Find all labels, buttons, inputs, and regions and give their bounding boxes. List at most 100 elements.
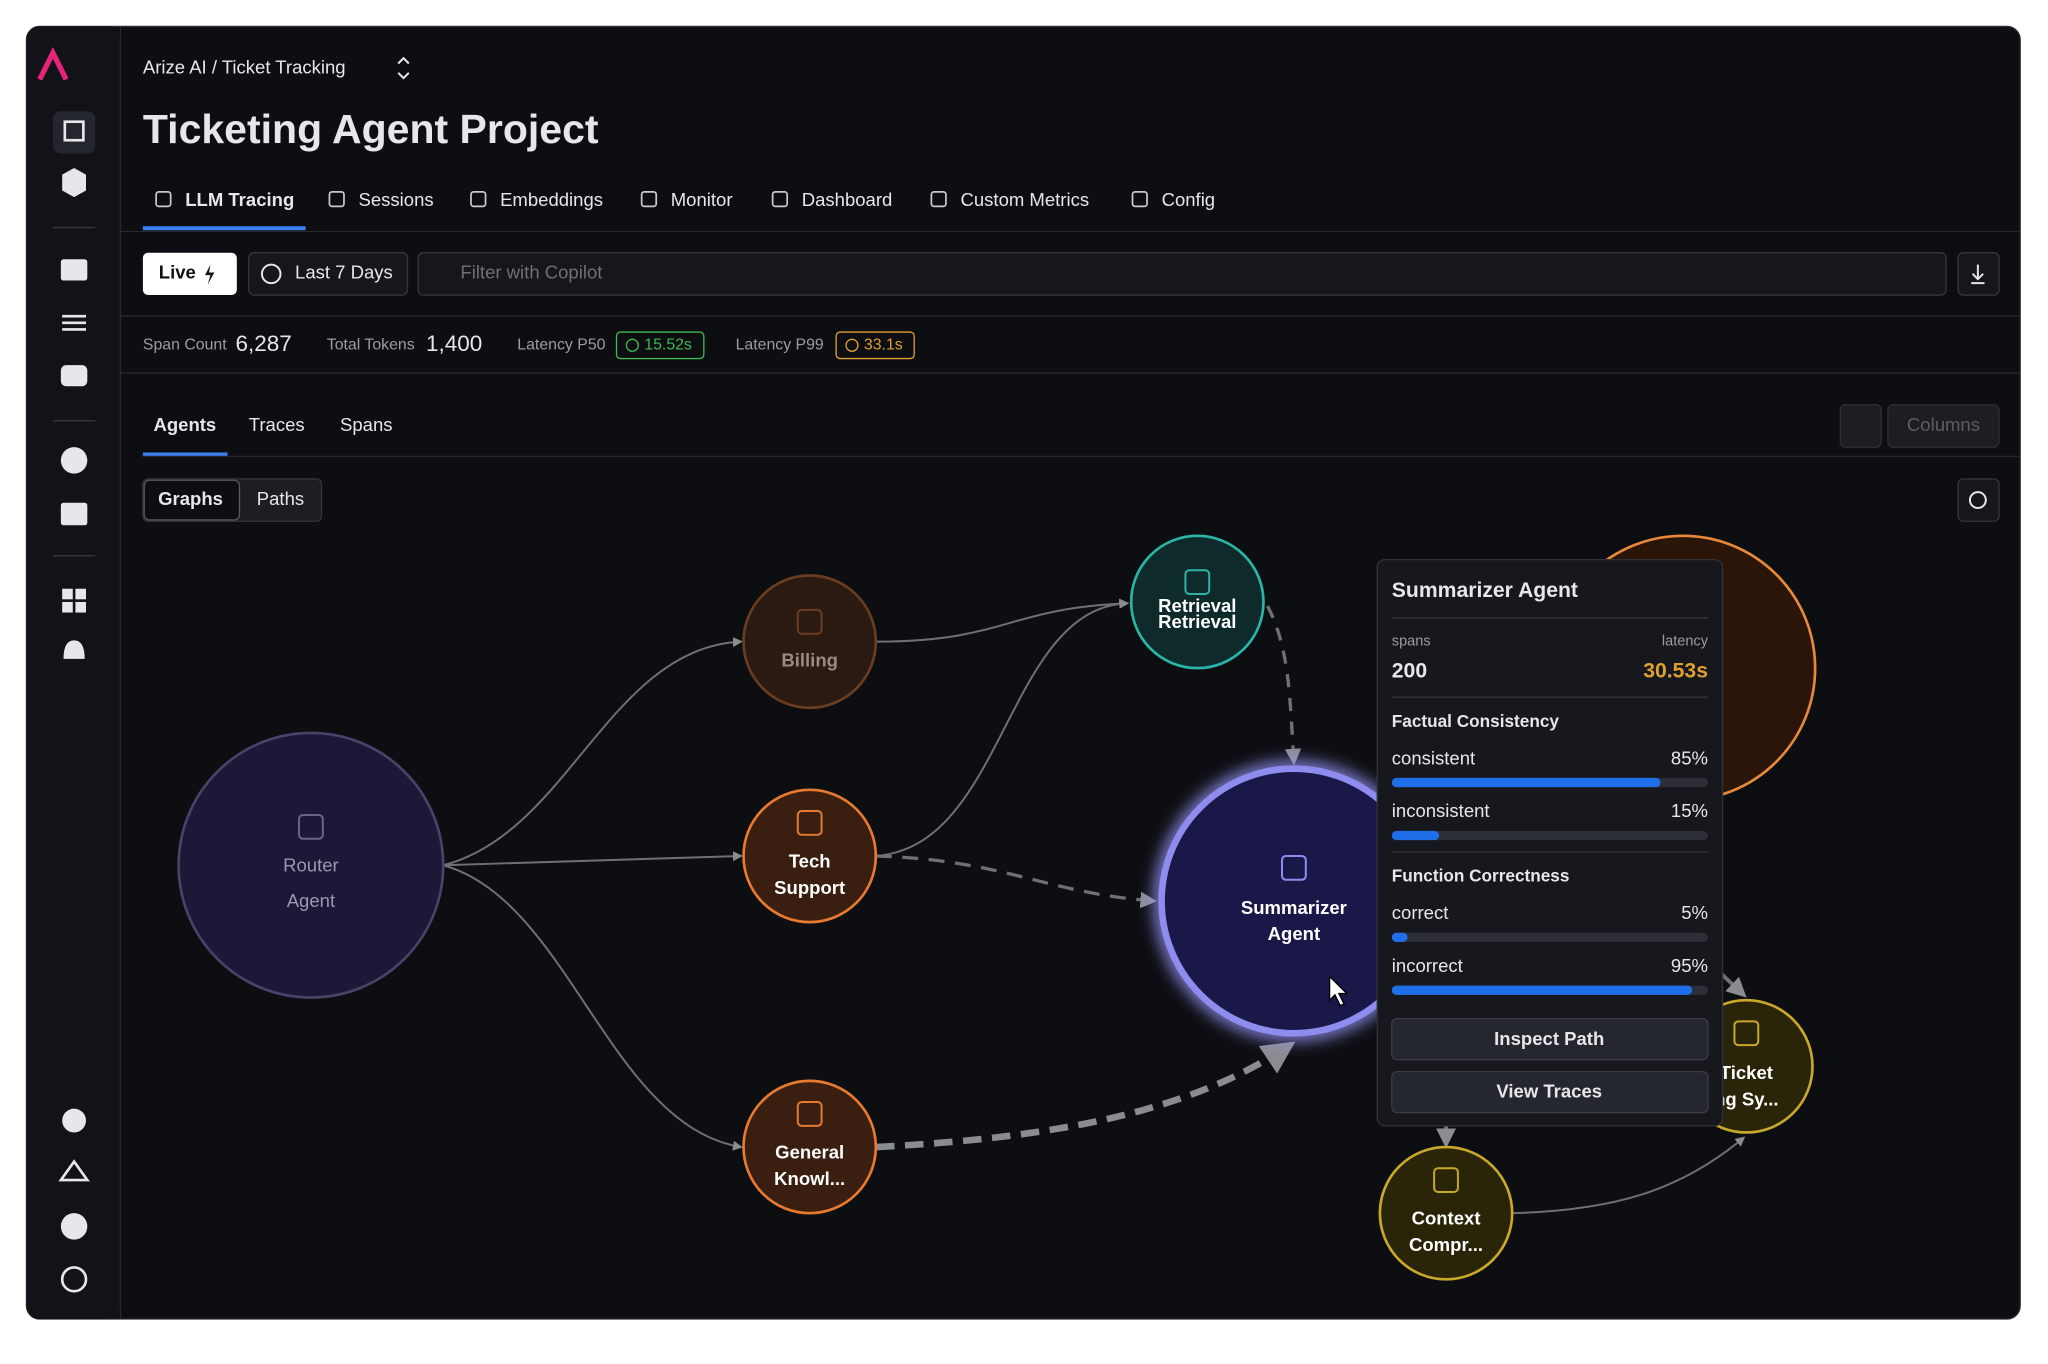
metric-value: 85% (1671, 747, 1708, 768)
paths-toggle[interactable]: Paths (257, 488, 304, 509)
stat-value: 1,400 (426, 331, 482, 356)
latency-badge (615, 331, 705, 360)
tab-icon (1131, 190, 1148, 208)
node-label[interactable]: Summarizer (1241, 897, 1347, 918)
node-label[interactable]: Support (774, 877, 845, 898)
node-icon (298, 813, 324, 840)
metric-value: 5% (1681, 902, 1708, 923)
cursor (1328, 974, 1349, 1007)
stat-label: Span Count (143, 336, 227, 353)
columns-label[interactable]: Columns (1907, 414, 1980, 435)
tab[interactable]: Embeddings (500, 189, 603, 210)
section-title: Factual Consistency (1392, 711, 1560, 731)
node-label[interactable]: Knowl... (774, 1168, 845, 1189)
filter-input[interactable] (417, 252, 1947, 296)
node-label[interactable]: Retrieval (1158, 595, 1236, 616)
node-label[interactable]: Billing (781, 649, 838, 670)
stat-value: 15.52s (644, 336, 692, 353)
spans-value: 200 (1392, 660, 1427, 683)
metric-value: 15% (1671, 800, 1708, 821)
latency-badge (835, 331, 915, 360)
graph-node[interactable] (1378, 1145, 1514, 1281)
stat-label: Latency P99 (736, 336, 824, 353)
graph-edges (442, 598, 1747, 1215)
page-title: Ticketing Agent Project (143, 106, 599, 152)
node-icon (796, 608, 823, 635)
metric-track (1391, 932, 1708, 942)
active-tab-indicator (142, 226, 306, 231)
tab[interactable]: LLM Tracing (185, 189, 294, 210)
node-icon (1733, 1020, 1760, 1047)
metric-name: incorrect (1392, 955, 1464, 976)
node-label[interactable]: Ticket (1720, 1062, 1773, 1083)
node-label[interactable]: Agent (287, 890, 336, 911)
node-icon (1433, 1167, 1459, 1194)
range-label[interactable]: Last 7 Days (295, 262, 393, 283)
node-label[interactable]: ng Sy... (1714, 1089, 1778, 1110)
node-icon (1280, 854, 1307, 881)
graph-node[interactable] (177, 731, 445, 999)
tooltip-button-label[interactable]: View Traces (1496, 1081, 1602, 1102)
sidebar (26, 26, 121, 1320)
latency-label: latency (1662, 633, 1709, 649)
subtab[interactable]: Agents (153, 414, 216, 435)
tab-icon (328, 190, 345, 208)
sidebar-icons[interactable] (52, 111, 96, 1293)
node-label[interactable]: Agent (1268, 923, 1320, 944)
tab[interactable]: Monitor (671, 189, 733, 210)
tooltip (1376, 558, 1724, 1127)
tab-icon (155, 190, 172, 208)
collapse-button[interactable] (1839, 404, 1882, 448)
tooltip-title: Summarizer Agent (1392, 579, 1578, 602)
metric-name: inconsistent (1392, 800, 1491, 821)
stat-label: Latency P50 (517, 336, 605, 353)
tab[interactable]: Config (1162, 189, 1216, 210)
node-label[interactable]: Context (1412, 1208, 1481, 1229)
metric-name: consistent (1392, 747, 1476, 768)
filter-placeholder[interactable]: Filter with Copilot (460, 262, 603, 283)
tooltip-button[interactable] (1391, 1018, 1709, 1061)
node-icon (796, 1101, 823, 1127)
range-button[interactable] (248, 252, 409, 296)
tooltip-button-label[interactable]: Inspect Path (1494, 1028, 1604, 1049)
stat-label: Total Tokens (327, 336, 415, 353)
metric-bar (1391, 830, 1440, 841)
subtab[interactable]: Spans (340, 414, 393, 435)
tooltip-button[interactable] (1391, 1070, 1709, 1114)
graph-node[interactable] (742, 574, 878, 710)
node-label[interactable]: Retrieval (1158, 611, 1236, 632)
node-label[interactable]: Tech (789, 850, 831, 871)
metric-value: 95% (1671, 955, 1708, 976)
node-label[interactable]: General (775, 1142, 844, 1163)
tab-icon (771, 190, 789, 208)
subtab[interactable]: Traces (249, 414, 305, 435)
tab-icon (470, 190, 487, 208)
stat-value: 6,287 (235, 331, 291, 356)
logo (37, 47, 69, 81)
tab-icon (930, 190, 947, 208)
node-label[interactable]: Router (283, 854, 339, 875)
tab[interactable]: Sessions (359, 189, 434, 210)
live-button[interactable] (142, 252, 237, 296)
section-title: Function Correctness (1392, 866, 1570, 886)
graphs-toggle[interactable]: Graphs (158, 488, 223, 509)
graph-node[interactable] (1129, 534, 1265, 670)
node-label[interactable]: Compr... (1409, 1234, 1483, 1255)
metric-track (1391, 830, 1708, 841)
badge-icon (845, 338, 859, 352)
breadcrumb[interactable]: Arize AI / Ticket Tracking (143, 57, 346, 78)
columns-button[interactable] (1887, 404, 2000, 448)
graph-node[interactable] (742, 1079, 878, 1215)
metric-name: correct (1392, 902, 1449, 923)
badge-icon (625, 338, 640, 352)
latency-value: 30.53s (1643, 660, 1708, 683)
stat-value: 33.1s (864, 336, 903, 353)
metric-bar (1391, 777, 1661, 788)
tab[interactable]: Dashboard (802, 189, 893, 210)
settings-button[interactable] (1957, 478, 2000, 522)
live-label[interactable]: Live (159, 262, 196, 283)
graph-node[interactable] (742, 788, 878, 924)
tab[interactable]: Custom Metrics (960, 189, 1089, 210)
node-icon (1184, 569, 1211, 596)
